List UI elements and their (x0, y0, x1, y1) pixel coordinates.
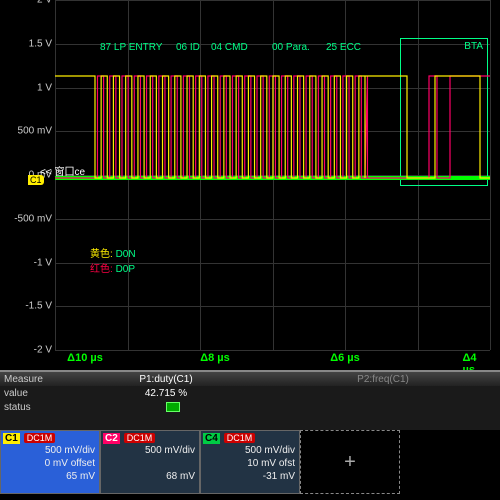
channel-vdiv: 500 mV/div (201, 445, 299, 458)
measure-p2-label[interactable]: P2:freq(C1) (266, 374, 500, 385)
x-tick-label: Δ10 µs (67, 352, 103, 364)
y-tick-label: -500 mV (0, 213, 52, 224)
channel-tag: C2 (103, 433, 120, 444)
channel-offset: 0 mV offset (1, 458, 99, 471)
measure-status-row: status (0, 400, 500, 414)
y-tick-label: 500 mV (0, 126, 52, 137)
coupling-tag: DC1M (124, 433, 156, 443)
status-ok-icon (166, 402, 180, 412)
measurement-panel: Measure P1:duty(C1) P2:freq(C1) value 42… (0, 370, 500, 430)
channel-offset (101, 458, 199, 471)
waveform-canvas (55, 0, 490, 350)
x-tick-label: Δ8 µs (200, 352, 230, 364)
y-tick-label: -1 V (0, 257, 52, 268)
measure-p1-value: 42.715 % (66, 388, 266, 399)
channel-vdiv: 500 mV/div (1, 445, 99, 458)
coupling-tag: DC1M (224, 433, 256, 443)
channel-tag: C4 (203, 433, 220, 444)
measure-value-label: value (0, 388, 66, 399)
channel-value: -31 mV (201, 471, 299, 484)
measure-status-label: status (0, 402, 66, 413)
measure-p1-label[interactable]: P1:duty(C1) (66, 374, 266, 385)
measure-value-row: value 42.715 % (0, 386, 500, 400)
channel-tag: C1 (3, 433, 20, 444)
channel-block-c4[interactable]: C4 DC1M 500 mV/div10 mV ofst-31 mV (200, 430, 300, 494)
channel-offset: 10 mV ofst (201, 458, 299, 471)
channel-value: 65 mV (1, 471, 99, 484)
channel-value: 68 mV (101, 471, 199, 484)
channel-marker-c1[interactable]: C1 (28, 175, 44, 185)
x-tick-label: Δ6 µs (330, 352, 360, 364)
channel-block-c1[interactable]: C1 DC1M 500 mV/div0 mV offset65 mV (0, 430, 100, 494)
add-channel-placeholder[interactable]: + (300, 430, 400, 494)
y-tick-label: -1.5 V (0, 301, 52, 312)
coupling-tag: DC1M (24, 433, 56, 443)
channel-block-c2[interactable]: C2 DC1M 500 mV/div 68 mV (100, 430, 200, 494)
oscilloscope-display[interactable]: 2 V1.5 V1 V500 mV0 mV-500 mV-1 V-1.5 V-2… (0, 0, 500, 365)
y-tick-label: -2 V (0, 345, 52, 356)
channel-panel: C1DC1M500 mV/div0 mV offset65 mVC2DC1M50… (0, 430, 500, 500)
measure-header: Measure P1:duty(C1) P2:freq(C1) (0, 372, 500, 386)
y-tick-label: 1.5 V (0, 38, 52, 49)
y-tick-label: 2 V (0, 0, 52, 6)
channel-vdiv: 500 mV/div (101, 445, 199, 458)
measure-title: Measure (0, 374, 66, 385)
y-tick-label: 1 V (0, 82, 52, 93)
